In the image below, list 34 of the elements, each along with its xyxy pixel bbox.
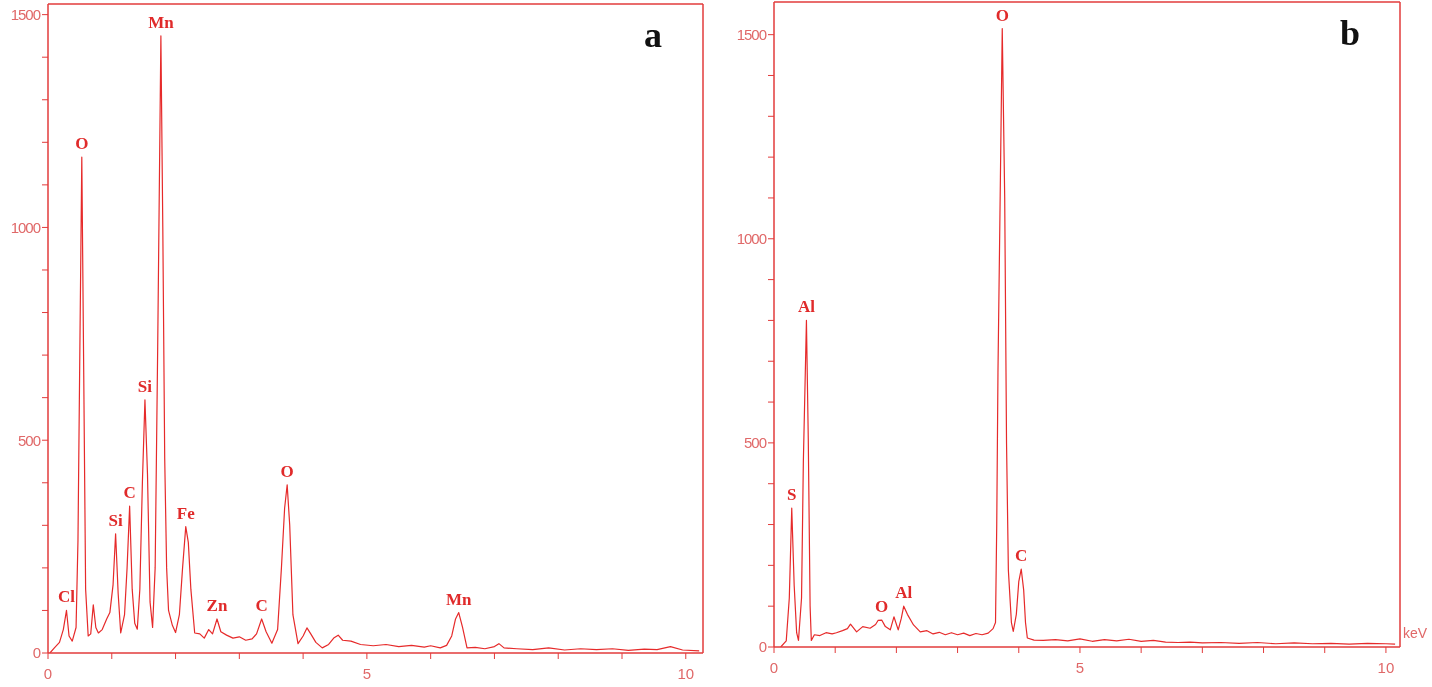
x-tick-label: 10 bbox=[677, 664, 695, 682]
annotation: Si bbox=[137, 376, 153, 396]
annotation: Fe bbox=[176, 503, 196, 523]
annotation: Cl bbox=[58, 587, 76, 607]
y-tick-label: 1500 bbox=[10, 5, 41, 23]
y-tick-label: 0 bbox=[32, 644, 41, 662]
annotation: Mn bbox=[148, 12, 175, 32]
x-axis-title: keV bbox=[1403, 625, 1428, 641]
y-tick-label: 500 bbox=[743, 434, 767, 452]
annotation: O bbox=[75, 134, 89, 154]
annotation: Al bbox=[895, 583, 913, 603]
annotation: Mn bbox=[445, 589, 473, 609]
x-tick-label: 10 bbox=[1377, 658, 1395, 676]
annotation: C bbox=[1015, 546, 1028, 566]
y-tick-label: 500 bbox=[17, 431, 41, 449]
annotation: O bbox=[280, 461, 294, 481]
chart-title: b bbox=[1339, 13, 1361, 53]
annotation: O bbox=[995, 5, 1009, 25]
annotation: C bbox=[123, 483, 136, 503]
annotation: Al bbox=[797, 297, 816, 317]
y-tick-label: 1500 bbox=[736, 25, 767, 43]
annotation: Zn bbox=[206, 595, 228, 615]
x-tick-label: 0 bbox=[43, 664, 53, 682]
x-tick-label: 5 bbox=[362, 664, 372, 682]
annotation: C bbox=[255, 595, 268, 615]
y-tick-label: 1000 bbox=[10, 218, 41, 236]
annotation: S bbox=[787, 485, 797, 505]
y-tick-label: 0 bbox=[758, 638, 767, 656]
y-tick-label: 1000 bbox=[736, 230, 767, 248]
chart-title: a bbox=[643, 15, 663, 55]
annotation: O bbox=[875, 597, 889, 617]
x-tick-label: 0 bbox=[769, 658, 779, 676]
annotation: Si bbox=[108, 510, 123, 530]
x-tick-label: 5 bbox=[1075, 658, 1085, 676]
